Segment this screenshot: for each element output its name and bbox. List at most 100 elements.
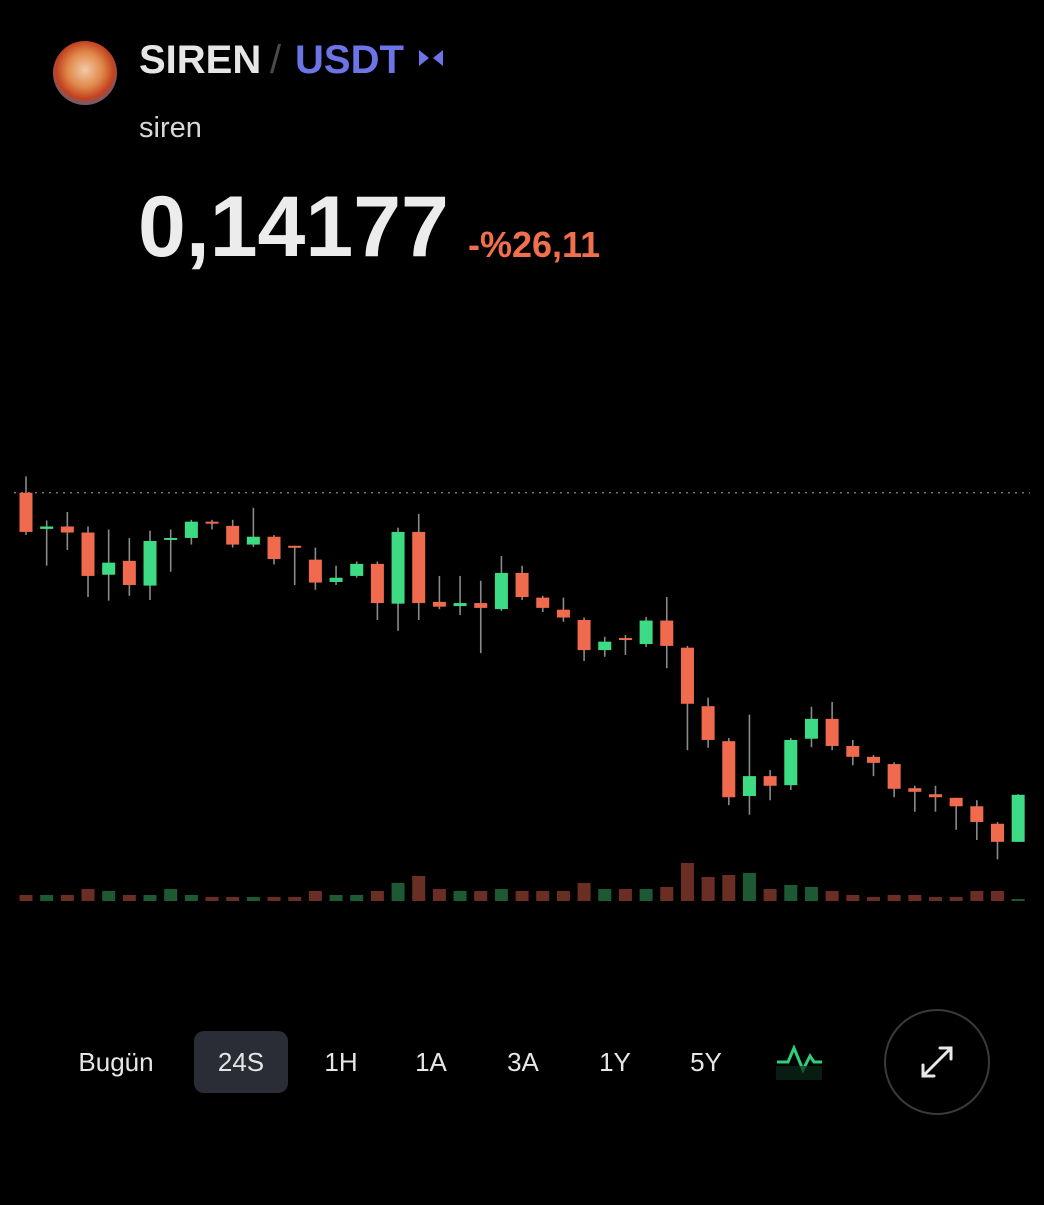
candle-body: [60, 526, 74, 533]
candle-body: [164, 537, 178, 540]
volume-bar: [246, 897, 260, 901]
volume-bar: [660, 887, 674, 901]
range-option[interactable]: 1H: [324, 1047, 357, 1077]
volume-bar: [680, 863, 694, 901]
volume-bar: [474, 891, 488, 901]
candle-body: [391, 531, 405, 604]
candle-body: [577, 619, 591, 651]
price: 0,14177: [138, 179, 449, 275]
candlestick-chart: [14, 476, 1030, 901]
swap-icon[interactable]: [419, 50, 443, 66]
candle-body: [1011, 794, 1025, 842]
candle-body: [536, 597, 550, 608]
quote-symbol[interactable]: USDT: [295, 38, 404, 82]
volume-bar: [494, 889, 508, 901]
candle-body: [763, 776, 777, 786]
line-chart-toggle[interactable]: [776, 1044, 822, 1080]
candle-body: [474, 603, 488, 608]
candle-body: [970, 806, 984, 822]
volume-bar: [164, 889, 178, 901]
candle-body: [370, 563, 384, 604]
volume-bar: [412, 876, 426, 901]
candle-body: [432, 601, 446, 607]
volume-bar: [618, 889, 632, 901]
volume-bar: [370, 891, 384, 901]
candle-body: [515, 572, 529, 598]
candle-body: [453, 603, 467, 607]
volume-bar: [122, 895, 136, 901]
volume-bar: [432, 889, 446, 901]
candle-body: [412, 531, 426, 604]
candle-body: [226, 525, 240, 545]
volume-bar: [928, 897, 942, 901]
candle-body: [908, 788, 922, 792]
candle-body: [660, 620, 674, 646]
candle-body: [102, 562, 116, 575]
candle-body: [205, 521, 219, 524]
volume-bar: [577, 883, 591, 901]
candle-body: [680, 647, 694, 704]
volume-bar: [81, 889, 95, 901]
range-option[interactable]: 24S: [218, 1047, 264, 1077]
candle-body: [184, 521, 198, 538]
candle-body: [846, 745, 860, 757]
volume-bar: [143, 895, 157, 901]
volume-bar: [391, 883, 405, 901]
candle-body: [598, 641, 612, 651]
candle-body: [556, 609, 570, 618]
volume-bar: [288, 897, 302, 901]
range-option[interactable]: 5Y: [690, 1047, 722, 1077]
volume-bar: [990, 891, 1004, 901]
volume-bar: [784, 885, 798, 901]
candle-body: [742, 776, 756, 797]
range-selected-bg: [194, 1031, 288, 1093]
range-selector: Bugün 24S 1H 1A 3A 1Y 5Y: [78, 1031, 722, 1093]
price-change: -%26,11: [468, 224, 600, 265]
token-avatar: [53, 41, 117, 105]
volume-bar: [40, 895, 54, 901]
volume-bar: [722, 875, 736, 901]
volume-bar: [308, 891, 322, 901]
volume-bar: [267, 897, 281, 901]
volume-bar: [1011, 899, 1025, 901]
volume-bar: [846, 895, 860, 901]
pair-separator: /: [270, 38, 282, 82]
volume-bar: [908, 895, 922, 901]
fullscreen-button[interactable]: [884, 1009, 990, 1115]
candle-body: [246, 536, 260, 545]
candle-body: [701, 706, 715, 740]
volume-bar: [329, 895, 343, 901]
candle-body: [784, 739, 798, 786]
range-option[interactable]: 1Y: [599, 1047, 631, 1077]
volume-bar: [536, 891, 550, 901]
candle-body: [288, 545, 302, 548]
volume-bar: [515, 891, 529, 901]
candle-body: [825, 718, 839, 746]
candle-body: [887, 764, 901, 789]
token-name: siren: [139, 112, 202, 144]
candle-body: [804, 718, 818, 739]
volume-bar: [970, 891, 984, 901]
candle-body: [949, 797, 963, 807]
candle-body: [267, 536, 281, 560]
volume-bar: [866, 897, 880, 901]
candle-body: [19, 492, 33, 532]
range-option[interactable]: Bugün: [78, 1047, 153, 1077]
candle-body: [494, 572, 508, 610]
range-option[interactable]: 3A: [507, 1047, 539, 1077]
volume-bar: [949, 897, 963, 901]
candle-body: [122, 560, 136, 585]
candle-body: [308, 559, 322, 583]
candle-body: [143, 540, 157, 586]
candle-body: [81, 532, 95, 576]
range-option[interactable]: 1A: [415, 1047, 447, 1077]
volume-bar: [184, 895, 198, 901]
volume-bar: [556, 891, 570, 901]
volume-bar: [226, 897, 240, 901]
volume-bar: [639, 889, 653, 901]
volume-bar: [763, 889, 777, 901]
candle-body: [866, 756, 880, 763]
volume-bar: [598, 889, 612, 901]
